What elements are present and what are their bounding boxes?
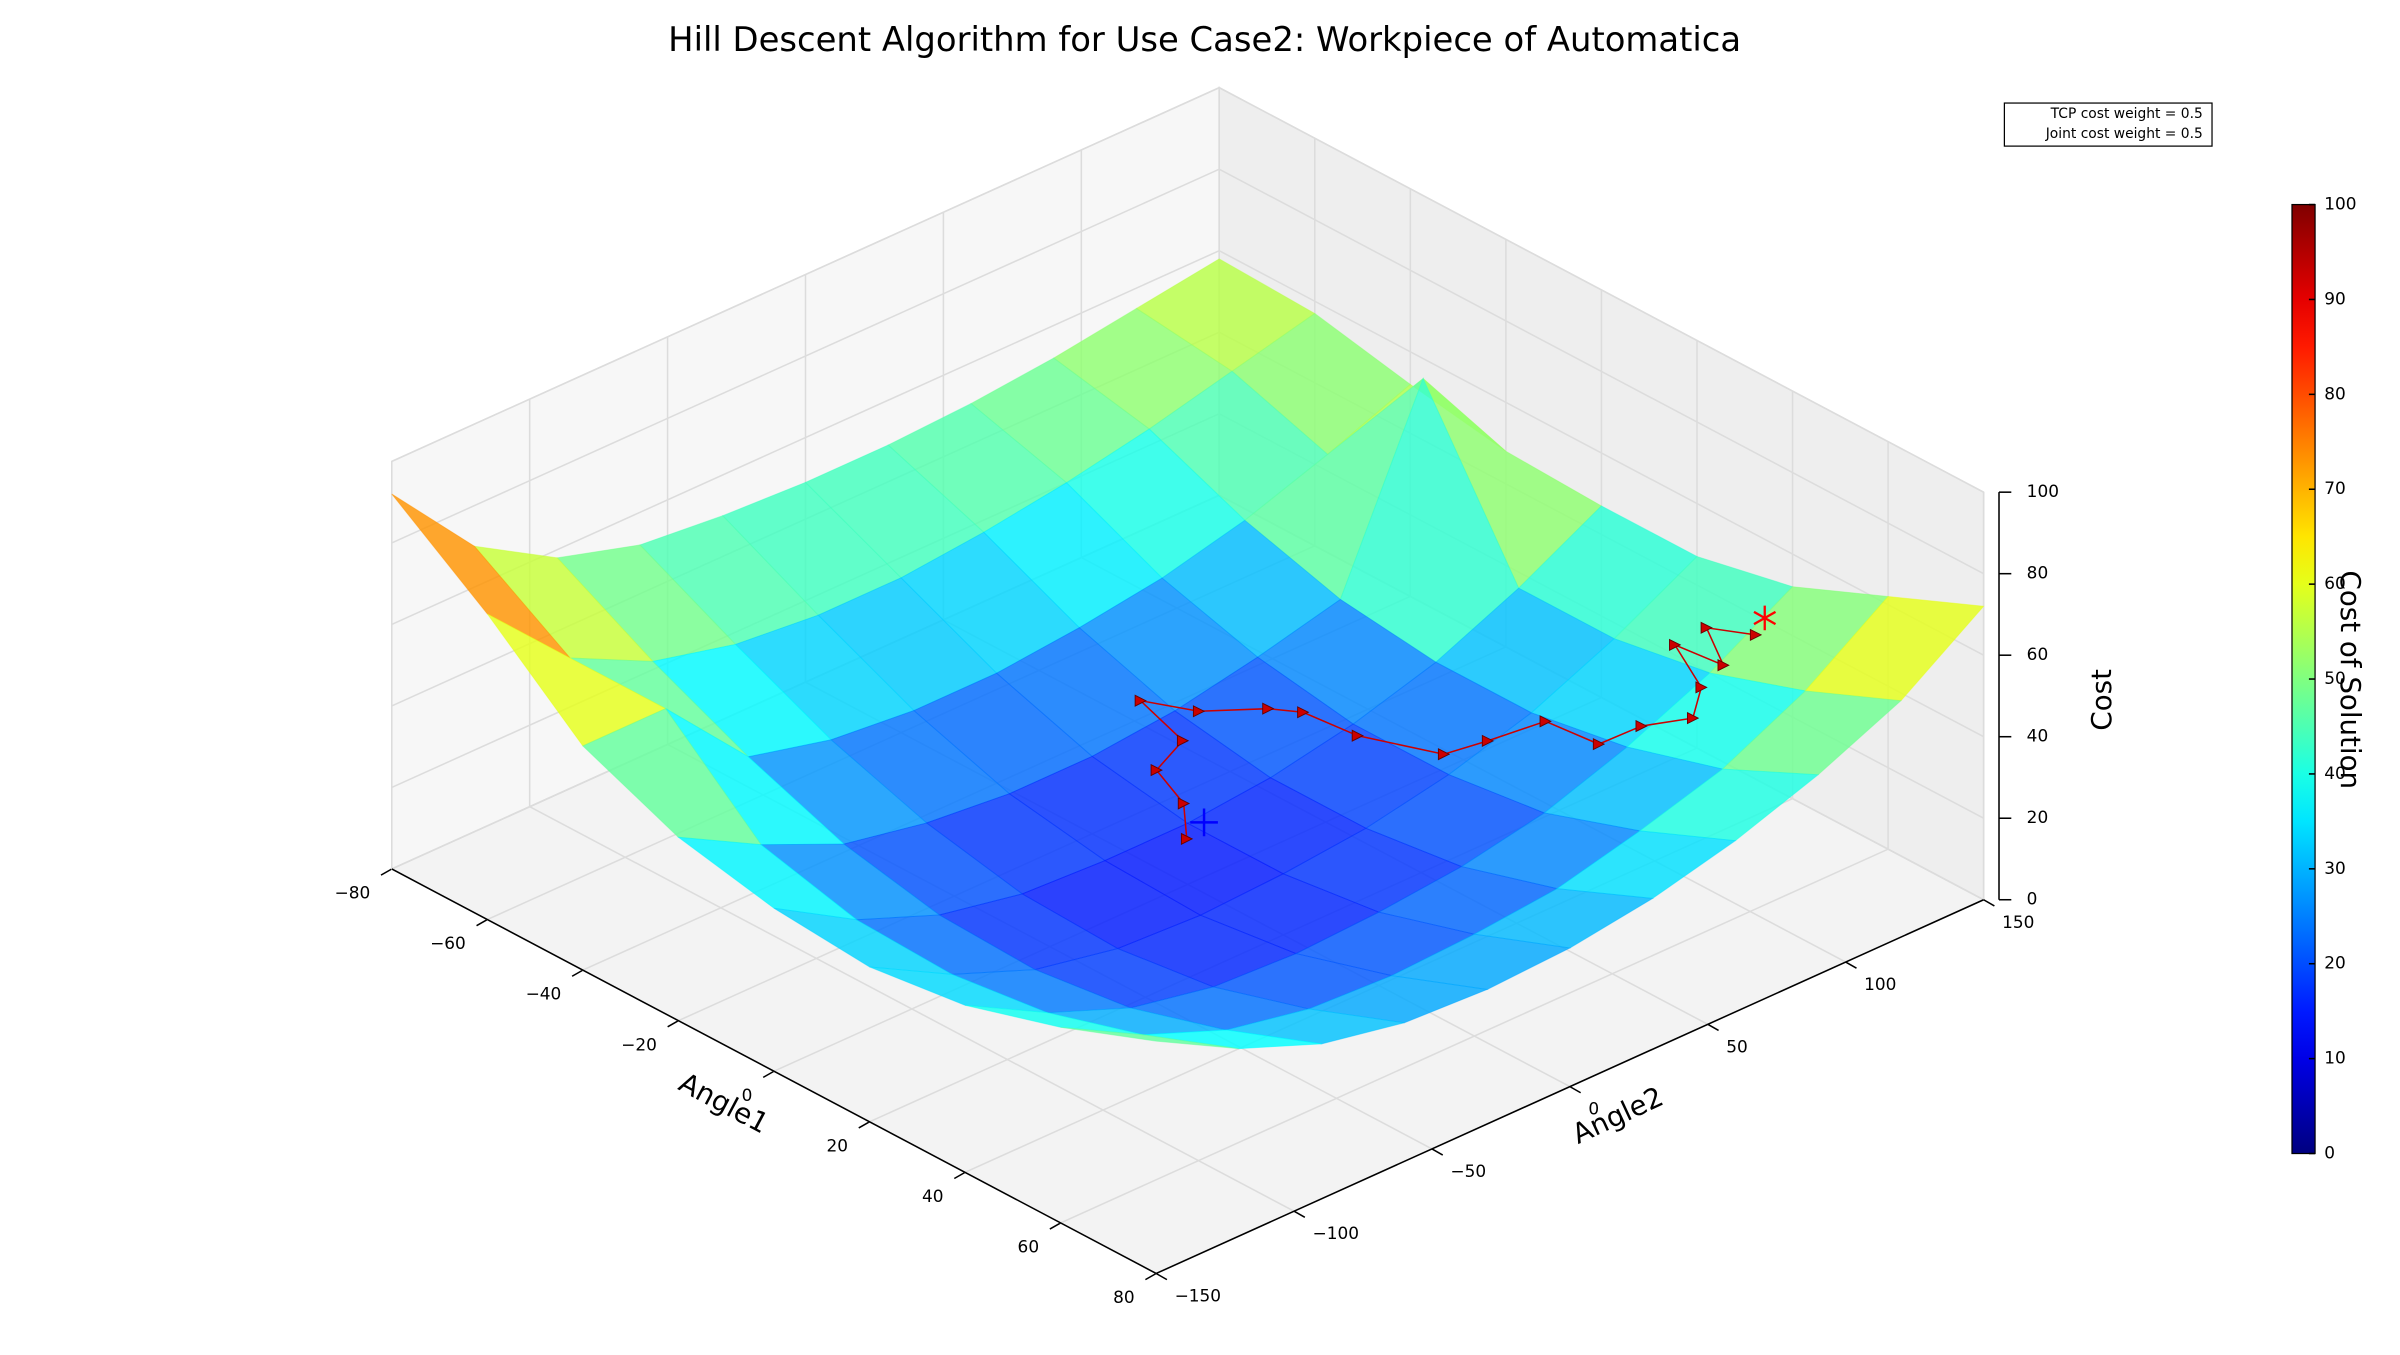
legend-text: TCP cost weight = 0.5 — [2050, 106, 2203, 122]
colorbar-tick-label: 30 — [2324, 858, 2346, 878]
tick-mark — [380, 868, 393, 876]
path-marker — [1481, 734, 1495, 748]
descent-path — [1138, 626, 1756, 839]
tick-mark — [1845, 961, 1857, 969]
path-marker — [1297, 706, 1310, 719]
tick-mark — [1707, 1023, 1719, 1032]
chart-title: Hill Descent Algorithm for Use Case2: Wo… — [668, 20, 1741, 59]
tick-mark — [1569, 1085, 1582, 1094]
colorbar-tick-label: 40 — [2324, 763, 2346, 783]
y-tick-label: −150 — [1175, 1286, 1221, 1306]
x-tick-label: −40 — [526, 984, 562, 1004]
colorbar-tick-label: 10 — [2324, 1048, 2346, 1068]
surface — [391, 258, 1985, 1050]
tick-mark — [1049, 1222, 1061, 1230]
tick-mark — [1983, 899, 1995, 907]
y-axis-line — [1155, 899, 1984, 1275]
x-tick-label: −80 — [335, 883, 371, 903]
y-tick-label: 100 — [1864, 974, 1896, 994]
tick-mark — [667, 1020, 679, 1028]
tick-mark — [762, 1070, 775, 1079]
path-marker — [1539, 715, 1552, 728]
path-marker — [1150, 763, 1163, 777]
tick-mark — [1293, 1210, 1306, 1219]
y-tick-label: −50 — [1450, 1161, 1486, 1181]
y-tick-label: −100 — [1313, 1223, 1359, 1243]
colorbar-tick-label: 50 — [2324, 668, 2346, 688]
path-marker — [1351, 729, 1364, 742]
path-marker — [1695, 681, 1708, 694]
colorbar-tick-label: 60 — [2324, 573, 2346, 593]
end-marker — [1190, 808, 1218, 837]
z-tick-label: 80 — [2027, 563, 2049, 583]
path-marker — [1717, 659, 1730, 672]
legend-box — [2003, 102, 2213, 147]
z-tick-label: 0 — [2027, 889, 2038, 909]
x-tick-label: 60 — [1018, 1237, 1040, 1257]
x-tick-label: 0 — [742, 1085, 753, 1105]
grid-line — [391, 86, 1984, 493]
colorbar-tick-label: 20 — [2324, 953, 2346, 973]
z-tick-label: 20 — [2027, 807, 2049, 827]
path-marker — [1592, 737, 1606, 751]
x-tick-label: 80 — [1113, 1287, 1135, 1307]
x-tick-label: 40 — [922, 1186, 944, 1206]
x-tick-label: 20 — [826, 1135, 848, 1155]
path-marker — [1262, 702, 1275, 715]
tick-mark — [953, 1171, 966, 1180]
colorbar-tick-label: 90 — [2324, 288, 2346, 308]
z-axis-label: Cost — [2085, 669, 2118, 731]
x-axis-line — [391, 868, 1157, 1275]
x-tick-label: −60 — [430, 933, 466, 953]
path-marker — [1180, 832, 1194, 846]
colorbar-tick-label: 100 — [2324, 194, 2356, 214]
colorbar-label: Cost of Solution — [2334, 571, 2367, 790]
z-tick-label: 40 — [2027, 726, 2049, 746]
path-marker — [1635, 719, 1648, 733]
z-tick-label: 100 — [2027, 481, 2059, 501]
path-marker — [1749, 628, 1763, 642]
tick-mark — [858, 1121, 870, 1129]
path-marker — [1437, 748, 1451, 761]
path-marker — [1192, 705, 1206, 718]
path-marker — [1134, 694, 1147, 707]
tick-mark — [1155, 1272, 1168, 1281]
colorbar-tick-label: 0 — [2324, 1143, 2335, 1163]
start-marker — [1753, 605, 1777, 631]
tick-mark — [1145, 1272, 1157, 1281]
path-marker — [1177, 797, 1191, 810]
path-marker — [1700, 621, 1713, 634]
y-tick-label: 0 — [1588, 1099, 1599, 1119]
tick-mark — [1431, 1148, 1444, 1156]
surface-patch — [1060, 1026, 1239, 1050]
path-marker — [1176, 734, 1190, 747]
legend-text: Joint cost weight = 0.5 — [2045, 126, 2203, 142]
grid-line — [391, 168, 1984, 575]
tick-mark — [476, 918, 488, 927]
path-marker — [1669, 638, 1682, 652]
x-tick-label: −20 — [621, 1034, 657, 1054]
y-tick-label: 50 — [1726, 1036, 1748, 1056]
colorbar-tick-label: 70 — [2324, 478, 2346, 498]
grid-line — [391, 249, 1984, 656]
z-tick-label: 60 — [2027, 644, 2049, 664]
path-marker — [1686, 711, 1700, 725]
y-tick-label: 150 — [2002, 912, 2034, 932]
colorbar-tick-label: 80 — [2324, 383, 2346, 403]
tick-mark — [571, 969, 584, 977]
